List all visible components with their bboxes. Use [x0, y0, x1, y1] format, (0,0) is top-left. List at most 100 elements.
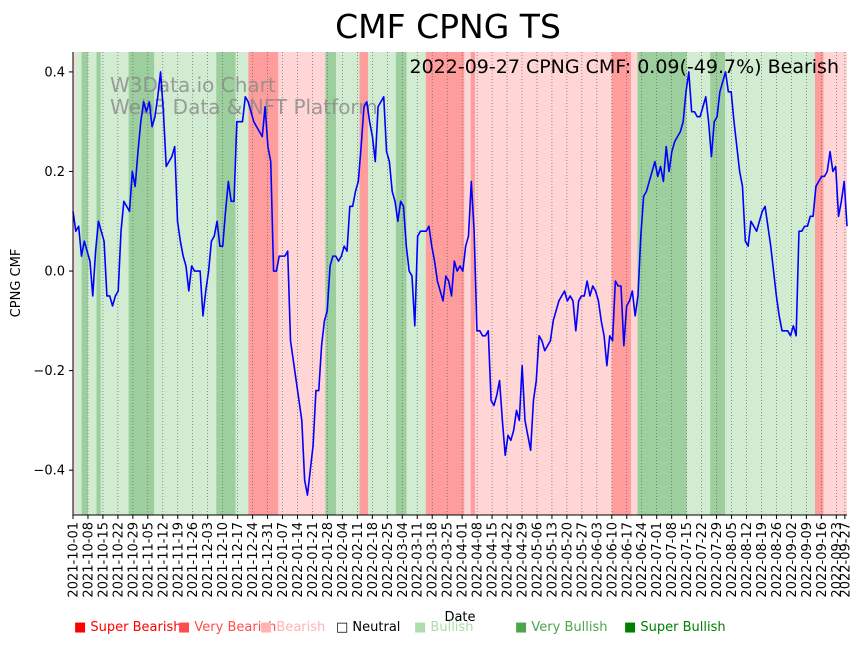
x-ticks: 2021-10-01 2021-10-08 2021-10-15 2021-10-22…	[67, 515, 853, 598]
x-tick-label: 2022-06-24	[635, 522, 650, 598]
x-tick-label: 2022-07-01	[650, 522, 665, 598]
x-tick-label: 2022-09-23	[830, 522, 845, 598]
y-tick-label: −0.2	[33, 364, 65, 379]
x-tick-label: 2022-02-18	[366, 522, 381, 598]
cmf-series-line	[72, 71, 848, 496]
x-tick-label: 2022-07-22	[695, 522, 710, 598]
band-bullish	[167, 52, 217, 515]
x-tick-label: 2022-08-26	[770, 522, 785, 598]
x-tick-label: 2022-07-08	[665, 522, 680, 598]
y-axis-label: CPNG CMF	[9, 249, 24, 318]
y-tick-label: 0.2	[44, 165, 65, 180]
x-tick-label: 2022-03-25	[441, 522, 456, 598]
band-very-bullish	[216, 52, 236, 515]
x-tick-label: 2022-09-16	[815, 522, 830, 598]
x-tick-label: 2022-07-15	[680, 522, 695, 598]
x-tick-label: 2022-04-15	[486, 522, 501, 598]
x-tick-label: 2021-10-01	[67, 522, 82, 598]
legend-super-bearish: ■ Super Bearish	[74, 620, 182, 635]
x-tick-label: 2022-09-02	[785, 522, 800, 598]
x-tick-label: 2022-09-09	[800, 522, 815, 598]
legend-label: Bearish	[276, 620, 326, 635]
x-tick-label: 2022-01-21	[306, 522, 321, 598]
band-bearish	[474, 52, 482, 515]
x-tick-label: 2021-12-24	[246, 522, 261, 598]
x-tick-label: 2022-04-22	[501, 522, 516, 598]
band-bullish	[75, 52, 82, 515]
chart-title: CMF CPNG TS	[335, 7, 561, 46]
legend-very-bearish: ■ Very Bearish	[178, 620, 277, 635]
band-bearish	[823, 52, 847, 515]
x-tick-label: 2021-12-17	[231, 522, 246, 598]
x-tick-label: 2022-03-18	[426, 522, 441, 598]
legend-label: Very Bearish	[194, 620, 277, 635]
x-tick-label: 2021-12-10	[216, 522, 231, 598]
x-tick-label: 2021-11-19	[171, 522, 186, 598]
band-bearish	[481, 52, 612, 515]
legend-label: Super Bullish	[640, 620, 726, 635]
x-tick-label: 2022-06-03	[590, 522, 605, 598]
legend-bullish: ■ Bullish	[414, 620, 474, 635]
x-tick-label: 2022-05-13	[545, 522, 560, 598]
band-very-bearish	[359, 52, 369, 515]
x-tick-label: 2022-02-11	[351, 522, 366, 598]
x-tick-label: 2022-07-29	[710, 522, 725, 598]
x-gridlines	[72, 52, 846, 515]
legend-neutral: □ Neutral	[336, 620, 401, 635]
x-tick-label: 2022-05-06	[530, 522, 545, 598]
x-tick-label: 2021-11-05	[141, 522, 156, 598]
band-very-bearish	[470, 52, 475, 515]
y-tick-label: 0.0	[44, 265, 65, 280]
x-tick-label: 2022-08-19	[755, 522, 770, 598]
band-very-bullish	[637, 52, 657, 515]
x-tick-label: 2022-02-25	[381, 522, 396, 598]
x-tick-label: 2022-01-14	[291, 522, 306, 598]
x-tick-label: 2022-03-11	[411, 522, 426, 598]
x-tick-label: 2021-12-03	[201, 522, 216, 598]
x-tick-label: 2022-08-05	[725, 522, 740, 598]
band-bearish	[631, 52, 638, 515]
x-tick-label: 2022-05-20	[560, 522, 575, 598]
y-tick-label: 0.4	[44, 65, 65, 80]
x-tick-label: 2022-05-27	[575, 522, 590, 598]
x-tick-label: 2021-12-31	[261, 522, 276, 598]
legend-label: Bullish	[430, 620, 474, 635]
x-tick-label: 2022-08-12	[740, 522, 755, 598]
watermark-line-1: W3Data.io Chart	[110, 73, 276, 97]
x-tick-label: 2022-04-29	[516, 522, 531, 598]
chart-annotation: 2022-09-27 CPNG CMF: 0.09(-49.7%) Bearis…	[410, 56, 840, 78]
band-bullish	[368, 52, 396, 515]
legend-label: Super Bearish	[90, 620, 182, 635]
band-very-bullish	[81, 52, 88, 515]
band-very-bullish	[710, 52, 726, 515]
x-tick-label: 2021-10-22	[111, 522, 126, 598]
x-tick-label: 2021-10-08	[81, 522, 96, 598]
x-tick-label: 2022-06-17	[620, 522, 635, 598]
x-tick-label: 2022-02-04	[336, 522, 351, 598]
x-tick-label: 2022-04-08	[471, 522, 486, 598]
band-bullish	[335, 52, 360, 515]
band-bullish	[235, 52, 249, 515]
x-tick-label: 2022-06-10	[605, 522, 620, 598]
band-bearish	[73, 52, 76, 515]
band-bearish	[278, 52, 289, 515]
x-tick-label: 2022-09-27	[838, 522, 853, 598]
legend-label: Very Bullish	[531, 620, 608, 635]
band-very-bearish	[814, 52, 824, 515]
band-bullish	[100, 52, 129, 515]
y-ticks: −0.4 −0.2 0.0 0.2 0.4	[33, 65, 73, 479]
band-very-bullish	[325, 52, 336, 515]
band-bullish	[686, 52, 711, 515]
legend-label: Neutral	[352, 620, 401, 635]
x-tick-label: 2021-11-26	[186, 522, 201, 598]
band-very-bullish	[96, 52, 101, 515]
band-very-bearish	[611, 52, 632, 515]
x-tick-label: 2021-11-12	[156, 522, 171, 598]
band-bullish	[725, 52, 815, 515]
x-tick-label: 2021-10-15	[96, 522, 111, 598]
band-bearish	[464, 52, 471, 515]
x-tick-label: 2021-10-29	[126, 522, 141, 598]
x-tick-label: 2022-04-01	[456, 522, 471, 598]
band-bullish	[154, 52, 168, 515]
legend-bearish: ■ Bearish	[260, 620, 326, 635]
